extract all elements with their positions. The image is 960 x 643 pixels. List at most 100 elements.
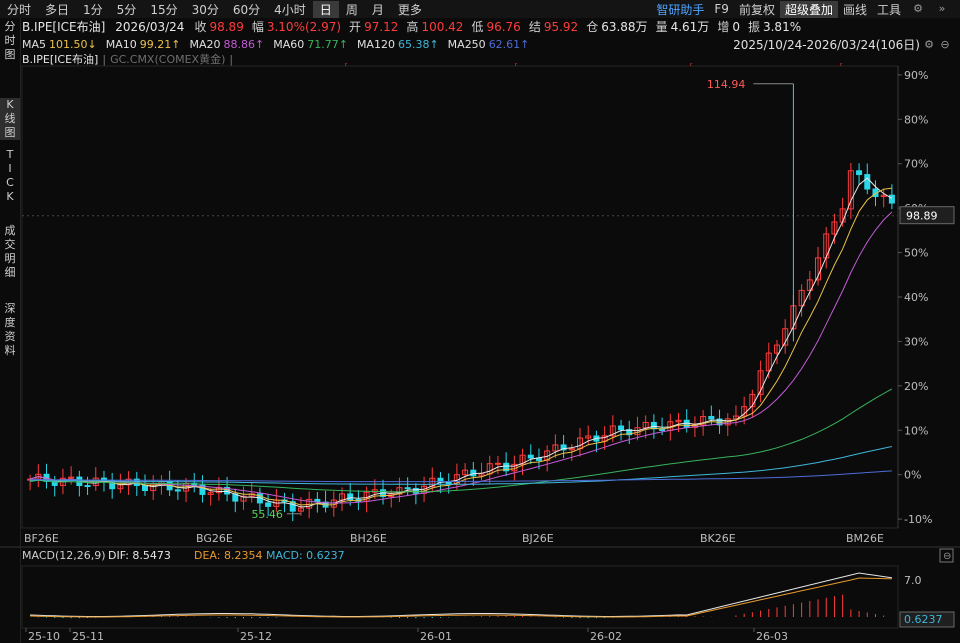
assistant-button[interactable]: 智研助手	[656, 2, 705, 17]
candle-body	[347, 493, 354, 501]
ma-line	[30, 388, 893, 493]
candle-body	[527, 454, 534, 459]
contract-label: BH26E	[350, 532, 387, 545]
tab-period[interactable]: 多日	[45, 2, 70, 17]
minus-icon[interactable]: ⊖	[940, 37, 950, 51]
y-tick-label: 50%	[904, 247, 928, 260]
candle-body	[404, 487, 411, 490]
macd-macd: MACD: 0.6237	[266, 549, 345, 562]
collapse-icon[interactable]: »	[938, 2, 946, 15]
tab-period[interactable]: 1分	[83, 2, 103, 17]
ma-label: MA20	[189, 38, 221, 51]
candle-body	[396, 487, 403, 495]
overlay-button[interactable]: 超级叠加	[779, 0, 838, 18]
macd-value-tag	[899, 611, 955, 628]
inc-value: 0	[732, 19, 740, 34]
ma-line	[29, 187, 892, 506]
rail-char: K	[6, 190, 14, 203]
contract-label: BK26E	[700, 532, 736, 545]
f9-button[interactable]: F9	[714, 2, 729, 16]
amp-label: 振	[747, 20, 760, 34]
candle-body	[765, 352, 772, 372]
candle-body	[289, 501, 296, 512]
rail-char: 细	[4, 266, 16, 279]
current-price-tag	[899, 206, 955, 225]
candle-body	[815, 257, 822, 281]
date-label: 2026/03/24	[115, 19, 185, 34]
ma-label: MA250	[447, 38, 486, 51]
tab-period[interactable]: 月	[371, 2, 384, 17]
candle-body	[265, 502, 272, 507]
candle-body	[618, 425, 625, 431]
tab-period[interactable]: 更多	[397, 2, 422, 17]
adjust-button[interactable]: 前复权	[738, 2, 775, 17]
high-marker-label: 114.94	[707, 78, 746, 91]
ma-label: MA120	[356, 38, 395, 51]
legend-overlay[interactable]: GC.CMX(COMEX黄金)	[110, 53, 226, 66]
candle-body	[773, 344, 780, 354]
current-price-value: 98.89	[906, 210, 938, 223]
y-tick-label: 20%	[904, 380, 928, 393]
rail-char: 线	[4, 112, 16, 125]
candle-body	[462, 469, 469, 476]
range-label[interactable]: 2025/10/24-2026/03/24(106日)	[733, 38, 920, 52]
candle-body	[642, 421, 649, 429]
oi-label: 仓	[586, 20, 599, 34]
candle-body	[732, 415, 739, 420]
tab-period[interactable]: 30分	[191, 2, 219, 17]
rail-char: 料	[4, 344, 16, 357]
tab-period[interactable]: 60分	[232, 2, 261, 17]
candle-body	[142, 484, 149, 492]
tab-period[interactable]: 日	[312, 0, 339, 18]
macd-frame	[21, 565, 899, 629]
contract-marker: ᵣ	[840, 59, 843, 69]
rail-char: C	[6, 176, 14, 189]
tab-period[interactable]: 4小时	[274, 2, 306, 17]
oi-value: 63.88万	[601, 20, 648, 34]
draw-button[interactable]: 画线	[842, 2, 867, 17]
vol-value: 4.61万	[670, 20, 710, 34]
candle-body	[552, 444, 559, 452]
candle-body	[585, 435, 592, 439]
rail-intraday[interactable]: 分时图	[0, 20, 20, 62]
date-label: 26-03	[756, 630, 788, 643]
gear-icon[interactable]: ⚙	[913, 2, 923, 15]
candle-body	[847, 170, 854, 210]
rail-trades[interactable]: 成交明细	[0, 224, 20, 280]
tab-period[interactable]: 分时	[7, 2, 32, 17]
tab-period[interactable]: 周	[345, 2, 358, 17]
ma-label: MA5	[22, 38, 47, 51]
tools-button[interactable]: 工具	[876, 2, 901, 17]
candle-body	[519, 454, 526, 465]
toolbar-right: 智研助手 F9 前复权 超级叠加 画线 工具 ⚙ »	[651, 0, 960, 18]
candle-body	[412, 487, 419, 494]
rail-char: 成	[4, 224, 16, 237]
rail-char: 明	[4, 252, 16, 265]
vol-label: 量	[655, 20, 668, 34]
candle-body	[297, 507, 304, 512]
ma-label: MA60	[273, 38, 305, 51]
ma-list: MA5 101.50↓ MA10 99.21↑ MA20 88.86↑ MA60 71.77↑…	[22, 38, 538, 51]
tab-period[interactable]: 15分	[150, 2, 178, 17]
date-label: 26-01	[420, 630, 452, 643]
rail-depth[interactable]: 深度资料	[0, 302, 20, 358]
y-tick-label: 80%	[904, 113, 928, 126]
contract-marker: ᵣ	[345, 59, 348, 69]
candle-body	[700, 415, 707, 426]
candle-body	[757, 370, 764, 395]
candle-body	[708, 415, 715, 420]
candle-body	[806, 279, 813, 291]
ma-value: 99.21↑	[139, 38, 181, 51]
contract-marker: ᵣ	[690, 59, 693, 69]
gear-icon[interactable]: ⚙	[924, 37, 934, 51]
tab-period[interactable]: 5分	[116, 2, 137, 17]
macd-dea: DEA: 8.2354	[194, 549, 262, 562]
y-tick-label: 90%	[904, 69, 928, 82]
settle-value: 95.92	[543, 19, 579, 34]
contract-marker: ᵣ	[515, 59, 518, 69]
high-value: 100.42	[421, 19, 464, 34]
candle-body	[675, 419, 682, 423]
